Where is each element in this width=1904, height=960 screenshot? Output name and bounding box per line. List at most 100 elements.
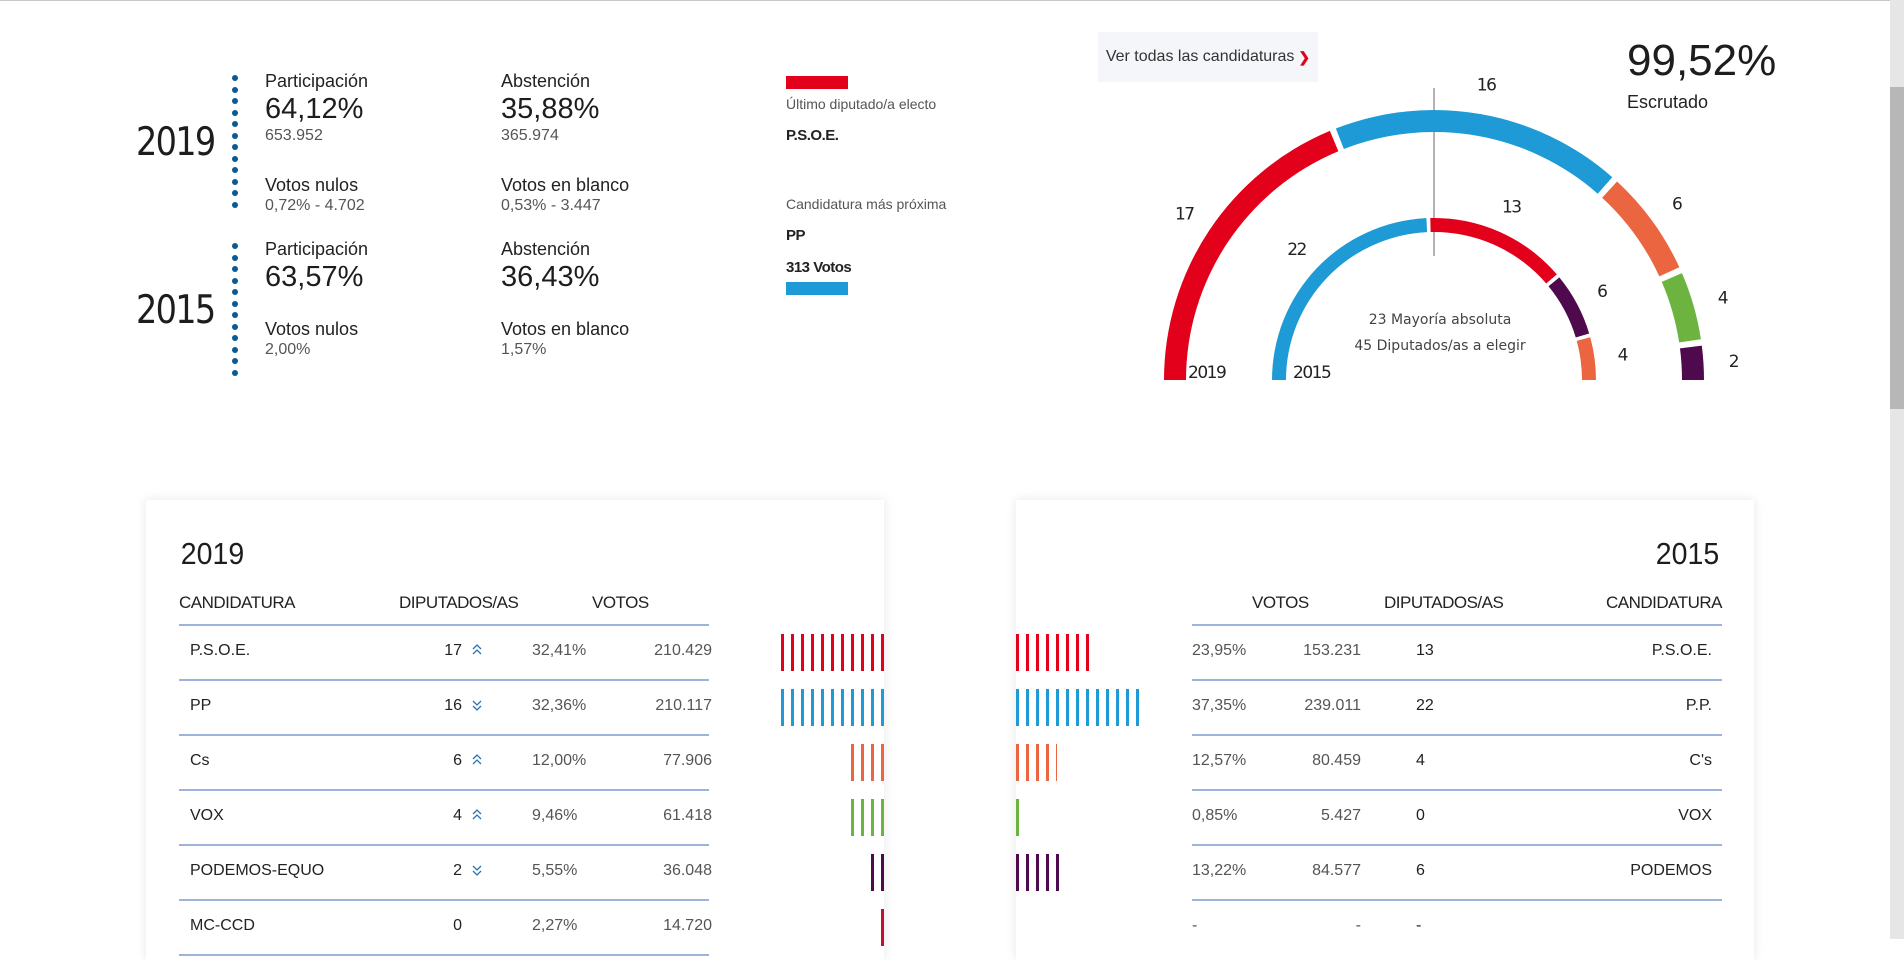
row-divider: [179, 624, 709, 626]
arc-seat-label: 16: [1477, 76, 1496, 96]
vote-bar-tick: [851, 634, 854, 671]
abstencion-2019: Abstención 35,88% 365.974: [501, 70, 599, 146]
arc-seat-label: 6: [1672, 195, 1682, 215]
blanco-label: Votos en blanco: [501, 319, 630, 339]
vote-count: 5.427: [1320, 807, 1361, 824]
participacion-2015: Participación 63,57%: [265, 238, 368, 294]
blanco-label: Votos en blanco: [501, 175, 630, 195]
table-row[interactable]: [179, 736, 709, 789]
vote-bar-tick: [1036, 744, 1039, 781]
double-chevron-up-icon: [472, 644, 482, 655]
vote-bar-tick: [1016, 689, 1019, 726]
vote-bar-tick: [1046, 854, 1049, 891]
vote-bar: [1016, 744, 1058, 781]
stats-year-2015: 2015: [136, 288, 216, 333]
vote-bar: [844, 744, 884, 781]
vote-pct: 23,95%: [1192, 642, 1247, 659]
arc-segment-2015-pp: [1272, 218, 1428, 380]
escrutado-label: Escrutado: [1627, 92, 1709, 112]
participacion-pct: 63,57%: [265, 261, 364, 293]
vote-bar-tick: [1126, 689, 1129, 726]
scrollbar-thumb[interactable]: [1890, 87, 1904, 409]
vote-bar-tick: [841, 689, 844, 726]
party-name: P.S.O.E.: [1651, 642, 1712, 659]
seats: 2: [453, 862, 462, 879]
vote-bar-tick: [881, 744, 884, 781]
seats: 0: [453, 917, 462, 934]
vote-count: 61.418: [663, 807, 712, 824]
vote-bar-tick: [861, 634, 864, 671]
party-name: P.P.: [1685, 697, 1712, 714]
results-card-2015: 2015 VOTOS DIPUTADOS/AS CANDIDATURA 23,9…: [1016, 500, 1754, 960]
row-divider: [1192, 789, 1722, 791]
row-divider: [179, 844, 709, 846]
vote-bar: [777, 634, 884, 671]
vote-bar: [1016, 689, 1139, 726]
table-row[interactable]: [179, 791, 709, 844]
vote-pct: -: [1192, 917, 1198, 934]
vote-bar-tick: [861, 744, 864, 781]
party-name: VOX: [1678, 807, 1712, 824]
row-divider: [179, 954, 709, 956]
vote-bar-tick: [881, 909, 884, 946]
vote-bar-tick: [871, 854, 874, 891]
arc-seat-label: 22: [1287, 240, 1306, 260]
vote-count: 14.720: [663, 917, 712, 934]
table-row[interactable]: [1192, 736, 1722, 789]
arc-seat-label: 13: [1502, 197, 1521, 217]
double-chevron-up-icon: [472, 754, 482, 765]
arc-segment-2015-podemos: [1548, 277, 1590, 338]
seats: 4: [453, 807, 462, 824]
blanco-value: 1,57%: [501, 341, 547, 358]
vote-pct: 32,41%: [532, 642, 587, 659]
vote-bar-tick: [1036, 854, 1039, 891]
vote-bar-tick: [851, 799, 854, 836]
vote-bar-tick: [1056, 854, 1059, 891]
arcs-2019: [1164, 110, 1704, 380]
vote-bar-tick: [1086, 634, 1089, 671]
arc-seat-label: 6: [1597, 282, 1607, 302]
vote-bar: [1016, 634, 1095, 671]
table-row[interactable]: [1192, 901, 1722, 954]
vote-pct: 2,27%: [532, 917, 578, 934]
vote-bar-tick: [811, 634, 814, 671]
seats: 6: [1416, 862, 1425, 879]
series-label-2015: 2015: [1293, 363, 1331, 383]
arc-segment-2019-cs: [1602, 181, 1680, 277]
vote-bar-tick: [1056, 689, 1059, 726]
seats: 6: [453, 752, 462, 769]
participacion-2019: Participación 64,12% 653.952: [265, 70, 368, 146]
row-divider: [1192, 734, 1722, 736]
abstencion-label: Abstención: [501, 239, 591, 259]
table-row[interactable]: [1192, 681, 1722, 734]
party-name: C's: [1689, 752, 1712, 769]
arc-seat-label: 17: [1175, 205, 1194, 225]
proxima-color-bar: [786, 282, 848, 295]
vote-bar-tick: [1116, 689, 1119, 726]
vote-bar-tick: [871, 689, 874, 726]
vote-bar: [1016, 854, 1060, 891]
vote-bar-tick: [841, 634, 844, 671]
vote-pct: 0,85%: [1192, 807, 1238, 824]
dropdown-label: Ver todas las candidaturas: [1105, 48, 1295, 65]
vote-bar-tick: [881, 634, 884, 671]
vote-bar-tick: [1046, 689, 1049, 726]
vote-bar-tick: [1026, 634, 1029, 671]
stats-year-2019: 2019: [136, 120, 216, 165]
table-row[interactable]: [1192, 626, 1722, 679]
ver-candidaturas-dropdown[interactable]: Ver todas las candidaturas ❯: [1098, 32, 1318, 82]
vote-bar: [1016, 799, 1019, 836]
arcs-2015: [1272, 218, 1596, 380]
vote-bar-tick: [1016, 744, 1019, 781]
seats: 0: [1416, 807, 1425, 824]
vote-bar-tick: [1136, 689, 1139, 726]
table-row[interactable]: [1192, 791, 1722, 844]
row-divider: [1192, 679, 1722, 681]
table-row[interactable]: [179, 901, 709, 954]
vote-bar-tick: [1086, 689, 1089, 726]
vote-count: 36.048: [663, 862, 712, 879]
vote-bar-tick: [851, 689, 854, 726]
escrutado-pct: 99,52%: [1627, 36, 1777, 85]
